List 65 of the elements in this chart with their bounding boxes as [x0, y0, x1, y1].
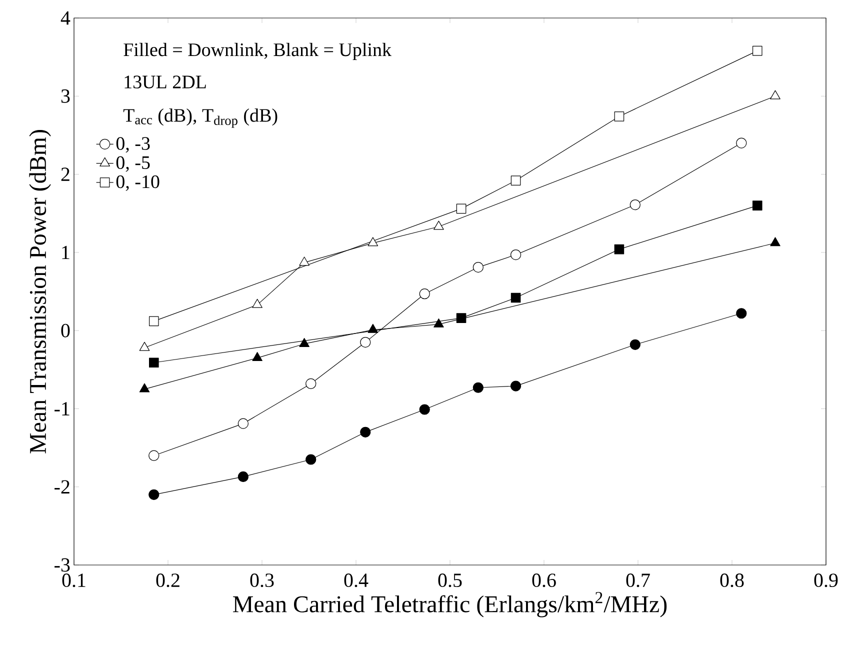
annotation: 13UL 2DL [124, 76, 206, 88]
point [736, 308, 747, 319]
point [630, 339, 640, 350]
point [770, 237, 780, 246]
point [148, 450, 160, 461]
point [149, 358, 159, 368]
point [456, 204, 466, 214]
point [299, 256, 310, 266]
point [368, 324, 378, 333]
legend-title: T$_{acc}$ (dB), T$_{drop}$ (dB) [123, 108, 278, 128]
point [360, 426, 371, 438]
x-tick-label: 0.9 [814, 574, 838, 588]
point [472, 382, 484, 393]
point [752, 200, 762, 210]
point [252, 298, 262, 308]
y-tick-label: 0 [61, 324, 70, 338]
x-tick-label: 0.4 [344, 574, 368, 588]
point [238, 471, 249, 482]
legend-label: 0, -5 [116, 156, 150, 172]
point [510, 249, 522, 260]
point [419, 404, 430, 415]
point [252, 352, 262, 362]
y-tick-label: 4 [60, 11, 70, 25]
y-tick-label: 2 [61, 168, 70, 181]
x-tick-label: 0.2 [156, 574, 180, 588]
point [472, 262, 484, 273]
x-tick-label: 0.7 [626, 574, 650, 588]
point [368, 237, 378, 246]
point [752, 46, 762, 56]
point [614, 112, 624, 122]
annotation: Filled = Downlink, Blank = Uplink [124, 42, 392, 60]
y-tick-label: -1 [54, 402, 70, 416]
y-axis-title: Mean Transmission Power (dBm) [29, 130, 51, 454]
point [510, 176, 521, 186]
point [149, 316, 159, 326]
point [434, 220, 444, 230]
x-tick-label: 0.3 [250, 574, 274, 588]
x-tick-label: 0.8 [720, 574, 744, 588]
y-tick-label: 1 [62, 246, 70, 260]
legend-label: 0, -10 [116, 175, 160, 191]
point [510, 292, 521, 303]
point [434, 318, 444, 328]
y-tick-label: -3 [54, 558, 70, 572]
point [456, 313, 466, 323]
point [630, 199, 640, 210]
x-tick-label: 0.6 [532, 574, 556, 588]
legend-label: 0, -3 [116, 137, 150, 153]
point [614, 244, 624, 254]
y-tick-label: -2 [54, 480, 70, 494]
y-tick-label: 3 [61, 89, 70, 103]
point [360, 336, 371, 348]
point [238, 418, 249, 429]
point [419, 288, 430, 300]
point [139, 383, 150, 392]
point [299, 338, 310, 347]
point [139, 342, 150, 351]
x-tick-label: 0.1 [62, 574, 86, 588]
point [306, 454, 316, 465]
point [148, 489, 160, 500]
point [736, 138, 747, 148]
x-axis-title: Mean Carried Teletraffic (Erlangs/km$^{2}$/MHz) [233, 592, 667, 618]
point [770, 90, 780, 100]
x-tick-label: 0.5 [438, 574, 462, 588]
point [306, 378, 316, 390]
point [510, 380, 522, 392]
